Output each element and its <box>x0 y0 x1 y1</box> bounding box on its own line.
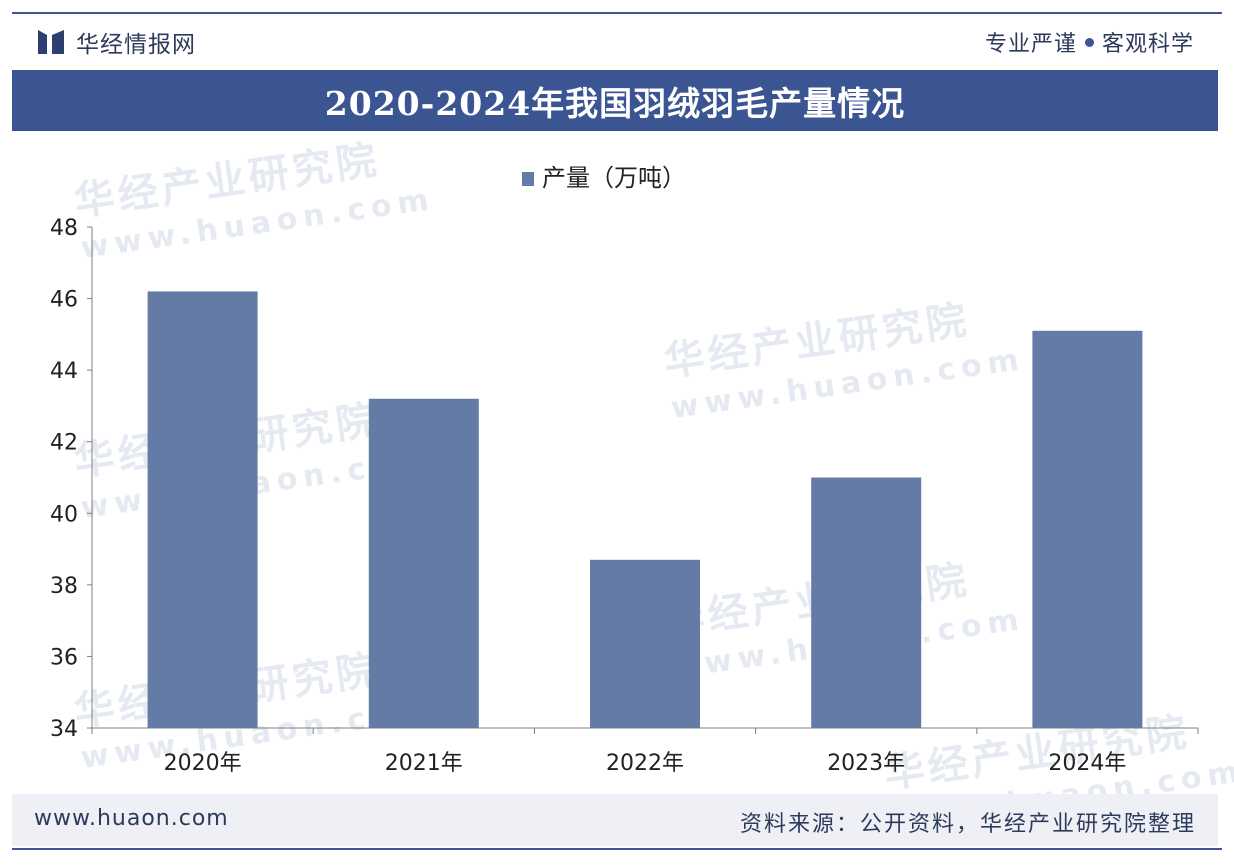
legend-swatch <box>522 172 534 186</box>
x-tick-label: 2024年 <box>1048 751 1126 776</box>
y-tick-label: 38 <box>50 574 78 599</box>
top-border <box>12 12 1222 14</box>
bar <box>590 559 700 728</box>
x-tick-label: 2020年 <box>164 751 242 776</box>
y-tick-label: 42 <box>50 431 78 456</box>
y-tick-label: 36 <box>50 645 78 670</box>
y-tick-label: 40 <box>50 502 78 527</box>
y-tick-label: 46 <box>50 288 78 313</box>
bar <box>368 398 479 728</box>
slogan-left: 专业严谨 <box>984 32 1077 57</box>
x-tick-label: 2023年 <box>827 751 905 776</box>
bottom-border <box>12 848 1222 850</box>
footer-source: 资料来源：公开资料，华经产业研究院整理 <box>739 812 1196 837</box>
bar <box>811 477 922 728</box>
legend-label: 产量（万吨） <box>542 164 686 192</box>
title-bar: 2020-2024年我国羽绒羽毛产量情况 <box>12 70 1218 131</box>
brand-name: 华经情报网 <box>76 32 196 58</box>
chart-title: 2020-2024年我国羽绒羽毛产量情况 <box>324 83 906 123</box>
x-tick-label: 2021年 <box>385 751 463 776</box>
bar <box>147 291 258 728</box>
footer-bar <box>12 794 1218 846</box>
y-tick-label: 34 <box>50 717 78 742</box>
footer-url: www.huaon.com <box>34 806 229 831</box>
y-tick-label: 44 <box>50 359 78 384</box>
slogan: 专业严谨 客观科学 <box>985 26 1194 58</box>
y-tick-label: 48 <box>50 216 78 241</box>
slogan-dot-icon <box>1084 37 1094 47</box>
slogan-right: 客观科学 <box>1101 32 1194 57</box>
bar <box>1032 330 1143 728</box>
brand-logo-icon <box>38 30 64 54</box>
brand: 华经情报网 <box>38 26 196 58</box>
x-tick-label: 2022年 <box>606 751 684 776</box>
